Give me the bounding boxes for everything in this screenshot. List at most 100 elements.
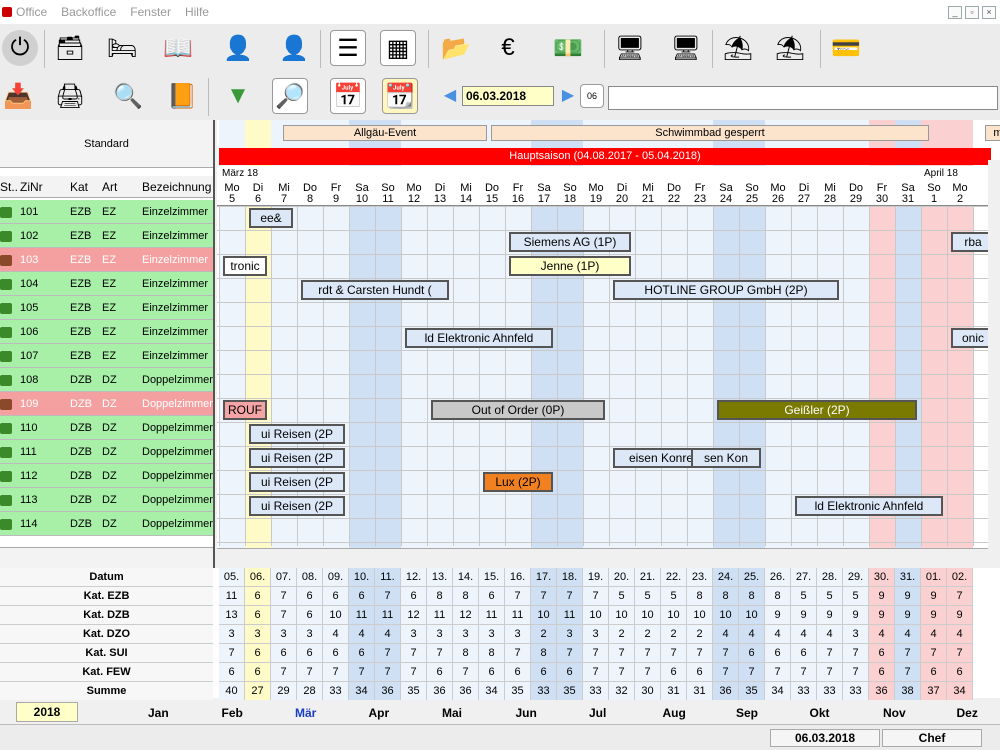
magnifier-icon[interactable]: 🔍	[113, 82, 143, 110]
month-link[interactable]: Okt	[809, 706, 830, 720]
month-link[interactable]: Mai	[442, 706, 463, 720]
room-row[interactable]: 113 DZB DZ Doppelzimmer	[0, 488, 213, 512]
invoice-icon[interactable]: €	[501, 34, 515, 61]
filter-icon[interactable]: ▼	[226, 82, 250, 109]
checkin-guest-icon[interactable]: 👤	[223, 34, 253, 62]
reservation-bar[interactable]: ui Reisen (2P	[249, 424, 345, 444]
horizontal-scrollbar[interactable]	[217, 548, 1000, 568]
year-selector[interactable]: 2018	[16, 702, 78, 722]
room-number: 113	[20, 494, 38, 506]
event-bar[interactable]: Allgäu-Event	[283, 125, 487, 141]
search-list-icon[interactable]: 🔎	[272, 78, 308, 114]
minimize-button[interactable]: _	[948, 6, 962, 19]
month-link[interactable]: Nov	[883, 706, 906, 720]
cash-register-icon[interactable]: 💵	[553, 34, 583, 62]
calendar-grid-icon[interactable]: ▦	[380, 30, 416, 66]
reservation-bar[interactable]: ROUF	[223, 400, 267, 420]
book-icon[interactable]: 📖	[163, 34, 193, 62]
menu-fenster[interactable]: Fenster	[130, 5, 171, 19]
stat-cell: 01.	[921, 568, 947, 587]
room-category: EZB	[70, 230, 92, 242]
month-link[interactable]: Jun	[515, 706, 537, 720]
cash-box-icon[interactable]: 🗃	[54, 34, 86, 62]
event-bar[interactable]: Schwimmbad gesperrt	[491, 125, 929, 141]
reservation-bar[interactable]: ui Reisen (2P	[249, 496, 345, 516]
room-row[interactable]: 110 DZB DZ Doppelzimmer	[0, 416, 213, 440]
menu-backoffice[interactable]: Backoffice	[61, 5, 117, 19]
report-book-icon[interactable]: 📙	[167, 82, 197, 110]
room-row[interactable]: 112 DZB DZ Doppelzimmer	[0, 464, 213, 488]
reservation-bar[interactable]: ui Reisen (2P	[249, 448, 345, 468]
col-type[interactable]: Art	[102, 180, 118, 194]
view-selector[interactable]: Standard	[0, 120, 213, 168]
reservation-bar[interactable]: ui Reisen (2P	[249, 472, 345, 492]
month-link[interactable]: Jul	[589, 706, 607, 720]
month-calendar-icon[interactable]: 📆	[382, 78, 418, 114]
current-date-field[interactable]: 06.03.2018	[462, 86, 554, 106]
card-reader-icon[interactable]: 💳	[831, 34, 861, 62]
room-row[interactable]: 111 DZB DZ Doppelzimmer	[0, 440, 213, 464]
reservation-bar[interactable]: rba	[951, 232, 995, 252]
day-of-week: Fr	[330, 182, 342, 194]
reservation-bar[interactable]: ee&	[249, 208, 293, 228]
bed-icon[interactable]: 🛏	[106, 34, 138, 62]
reservation-bar[interactable]: Jenne (1P)	[509, 256, 631, 276]
reservation-bar[interactable]: Lux (2P)	[483, 472, 553, 492]
vertical-scrollbar[interactable]	[988, 160, 1000, 568]
reservation-bar[interactable]: tronic	[223, 256, 267, 276]
reservation-bar[interactable]: Geißler (2P)	[717, 400, 917, 420]
printer-icon[interactable]: 🖨	[54, 82, 86, 110]
col-status[interactable]: St..	[0, 180, 19, 194]
week-calendar-icon[interactable]: 📅	[330, 78, 366, 114]
menu-hilfe[interactable]: Hilfe	[184, 5, 209, 19]
month-link[interactable]: Jan	[148, 706, 169, 720]
room-status-icon	[0, 399, 12, 410]
planner-list-icon[interactable]: ☰	[330, 30, 366, 66]
restore-button[interactable]: ▫	[965, 6, 979, 19]
checkout-guest-icon[interactable]: 👤	[279, 34, 309, 62]
deckchair-icon[interactable]: ⛱	[722, 34, 754, 62]
room-row[interactable]: 108 DZB DZ Doppelzimmer	[0, 368, 213, 392]
col-category[interactable]: Kat	[70, 180, 89, 194]
room-row[interactable]: 114 DZB DZ Doppelzimmer	[0, 512, 213, 536]
reservation-bar[interactable]: onic	[951, 328, 995, 348]
stat-cell: 34	[765, 682, 791, 701]
power-icon[interactable]: ⏻	[2, 30, 38, 66]
deckchair-payment-icon[interactable]: ⛱	[774, 34, 806, 62]
month-link[interactable]: Aug	[662, 706, 686, 720]
room-row[interactable]: 109 DZB DZ Doppelzimmer	[0, 392, 213, 416]
reservation-bar[interactable]: ld Elektronic Ahnfeld	[795, 496, 943, 516]
close-button[interactable]: ×	[982, 6, 996, 19]
previous-date-icon[interactable]: ◀	[443, 87, 457, 104]
col-description[interactable]: Bezeichnung	[142, 180, 212, 194]
reservation-bar[interactable]: Out of Order (0P)	[431, 400, 605, 420]
month-link[interactable]: Apr	[368, 706, 390, 720]
search-field[interactable]	[608, 86, 998, 110]
reservation-bar[interactable]: rdt & Carsten Hundt (	[301, 280, 449, 300]
reservation-bar[interactable]: ld Elektronic Ahnfeld	[405, 328, 553, 348]
room-description: Doppelzimmer	[142, 494, 213, 506]
reservation-bar[interactable]: HOTLINE GROUP GmbH (2P)	[613, 280, 839, 300]
reservation-bar[interactable]: Siemens AG (1P)	[509, 232, 631, 252]
desk-payment-icon[interactable]: 🖥	[670, 34, 702, 62]
month-link[interactable]: Mär	[295, 706, 317, 720]
desk-icon[interactable]: 🖥	[614, 34, 646, 62]
reservation-bar[interactable]: sen Kon	[691, 448, 761, 468]
menu-office[interactable]: Office	[16, 5, 48, 19]
inbox-download-icon[interactable]: 📥	[3, 82, 33, 110]
month-link[interactable]: Dez	[956, 706, 978, 720]
next-date-icon[interactable]: ▶	[561, 87, 575, 104]
event-bar[interactable]: mus-F	[985, 125, 1000, 141]
month-link[interactable]: Feb	[221, 706, 243, 720]
month-link[interactable]: Sep	[736, 706, 759, 720]
today-calendar-icon[interactable]: 06	[580, 84, 604, 108]
col-room-number[interactable]: ZiNr	[20, 180, 43, 194]
folder-icon[interactable]: 📂	[441, 34, 471, 62]
